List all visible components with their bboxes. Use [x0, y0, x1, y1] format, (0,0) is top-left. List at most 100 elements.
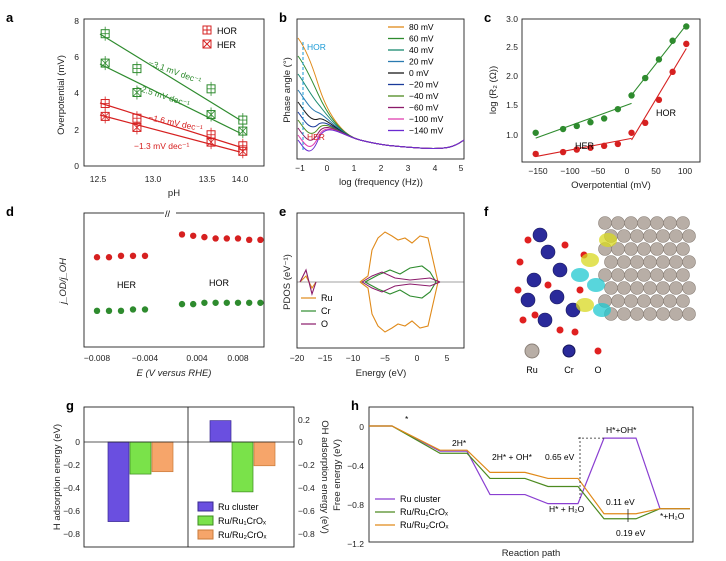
g-ylabel-right: OH adsorption energy (eV)	[319, 420, 330, 534]
a-point	[206, 137, 216, 147]
d-xtick: −0.004	[132, 353, 159, 363]
f-charge-density	[571, 268, 589, 282]
b-legend-label: 40 mV	[409, 45, 434, 55]
b-legend-label: −20 mV	[409, 80, 439, 90]
b-legend-label: 60 mV	[409, 34, 434, 44]
a-point	[100, 111, 110, 121]
a-point	[100, 58, 110, 68]
f-ru-atom	[669, 255, 683, 269]
c-fit-line	[535, 137, 632, 158]
d-point	[117, 307, 125, 315]
a-ylabel: Overpotential (mV)	[56, 55, 67, 135]
f-ru-atom	[650, 242, 664, 256]
c-point	[532, 150, 539, 158]
h-annot: H* + H₂O	[549, 504, 585, 514]
f-o-atom	[571, 328, 579, 336]
panel-g-axes	[83, 406, 295, 548]
e-xlabel: Energy (eV)	[356, 368, 407, 379]
f-cr-atom	[537, 312, 553, 328]
h-legend-ru-cluster: Ru cluster	[400, 494, 441, 504]
f-ru-atom	[637, 242, 651, 256]
g-legend-ru-cluster: Ru cluster	[218, 502, 259, 512]
c-ytick: 2.5	[506, 42, 518, 52]
c-plot	[532, 23, 690, 158]
panel-e-label: e	[279, 204, 286, 219]
g-legend-ru1: Ru/Ru₁CrOₓ	[218, 516, 266, 526]
f-ru-atom	[617, 307, 631, 321]
a-point-mark	[132, 123, 142, 132]
f-ru-atom	[663, 216, 677, 230]
c-point	[573, 122, 580, 130]
a-legend-hor: HOR	[217, 26, 238, 36]
f-ru-atom	[630, 307, 644, 321]
h-legend-ru1: Ru/Ru₁CrOₓ	[400, 507, 448, 517]
c-xtick: −150	[528, 166, 547, 176]
d-point	[178, 300, 186, 308]
b-xtick: 0	[325, 163, 330, 173]
c-ytick: 3.0	[506, 14, 518, 24]
d-point	[246, 299, 253, 306]
c-point	[587, 144, 594, 151]
d-point	[190, 300, 197, 308]
f-ru-atom	[611, 216, 625, 230]
e-o-semicore-peak	[299, 268, 317, 296]
d-ylabel: j_OD/j_OH	[58, 258, 69, 306]
panel-d-label: d	[6, 204, 14, 219]
c-ytick: 1.5	[506, 100, 518, 110]
f-o-atom	[519, 316, 527, 324]
a-point-mark	[206, 110, 216, 119]
a-legend-marker-her	[202, 39, 212, 49]
panel-h: h 0 −0.4 −0.8 −1.2 Reaction path Free en…	[332, 398, 694, 559]
d-point	[141, 252, 149, 260]
a-legend-her: HER	[217, 40, 237, 50]
panel-c: c −150 −100 −50 0 50 100 1.0 1.5 2.0 2.5…	[484, 10, 701, 191]
h-ytick: −1.2	[347, 539, 364, 549]
c-point	[628, 129, 635, 136]
panel-h-axes	[368, 406, 694, 543]
d-point	[223, 235, 230, 242]
g-ytick-right: −0.8	[298, 529, 315, 539]
a-point-mark	[238, 147, 248, 156]
f-legend-o: O	[594, 365, 601, 375]
a-point	[238, 146, 248, 156]
g-bar	[129, 441, 152, 475]
g-legend: Ru cluster Ru/Ru₁CrOₓ Ru/Ru₂CrOₓ	[197, 501, 267, 540]
a-fit-line-her1	[99, 102, 241, 148]
panel-f-label: f	[484, 204, 489, 219]
h-legend-ru2: Ru/Ru₂CrOₓ	[400, 520, 449, 530]
f-ru-atom	[637, 268, 651, 282]
g-legend-ru2: Ru/Ru₂CrOₓ	[218, 530, 267, 540]
h-annot: *+H₂O	[660, 511, 685, 521]
f-o-atom	[516, 258, 524, 266]
f-legend-cr-sphere	[562, 344, 576, 358]
a-xtick: 14.0	[232, 174, 249, 184]
b-xtick: −1	[295, 163, 305, 173]
c-point	[614, 105, 622, 113]
h-ytick: 0	[359, 422, 364, 432]
h-paths	[369, 425, 690, 520]
e-legend: Ru Cr O	[301, 293, 333, 329]
f-ru-atom	[624, 294, 638, 308]
a-fit-line-hor2	[99, 63, 241, 134]
f-cr-atom	[552, 262, 568, 278]
c-point	[655, 96, 663, 104]
b-legend-label: 0 mV	[409, 68, 429, 78]
c-point	[559, 148, 567, 156]
h-legend: Ru cluster Ru/Ru₁CrOₓ Ru/Ru₂CrOₓ	[375, 494, 449, 530]
panel-a-axes	[83, 18, 265, 167]
panel-f: f Ru Cr O	[484, 204, 696, 375]
b-legend-label: 20 mV	[409, 57, 434, 67]
d-point	[246, 236, 253, 243]
h-annot: 0.65 eV	[545, 452, 575, 462]
g-ytick-left: −0.2	[63, 460, 80, 470]
e-ru-up	[359, 231, 439, 283]
f-ru-atom	[643, 281, 657, 295]
b-curves	[297, 37, 465, 152]
c-point	[669, 68, 676, 76]
g-ytick-left: −0.4	[63, 483, 80, 493]
c-xtick: −100	[560, 166, 579, 176]
c-fit-line	[631, 48, 687, 141]
d-her-annotation: HER	[117, 280, 137, 290]
b-xtick: 3	[406, 163, 411, 173]
